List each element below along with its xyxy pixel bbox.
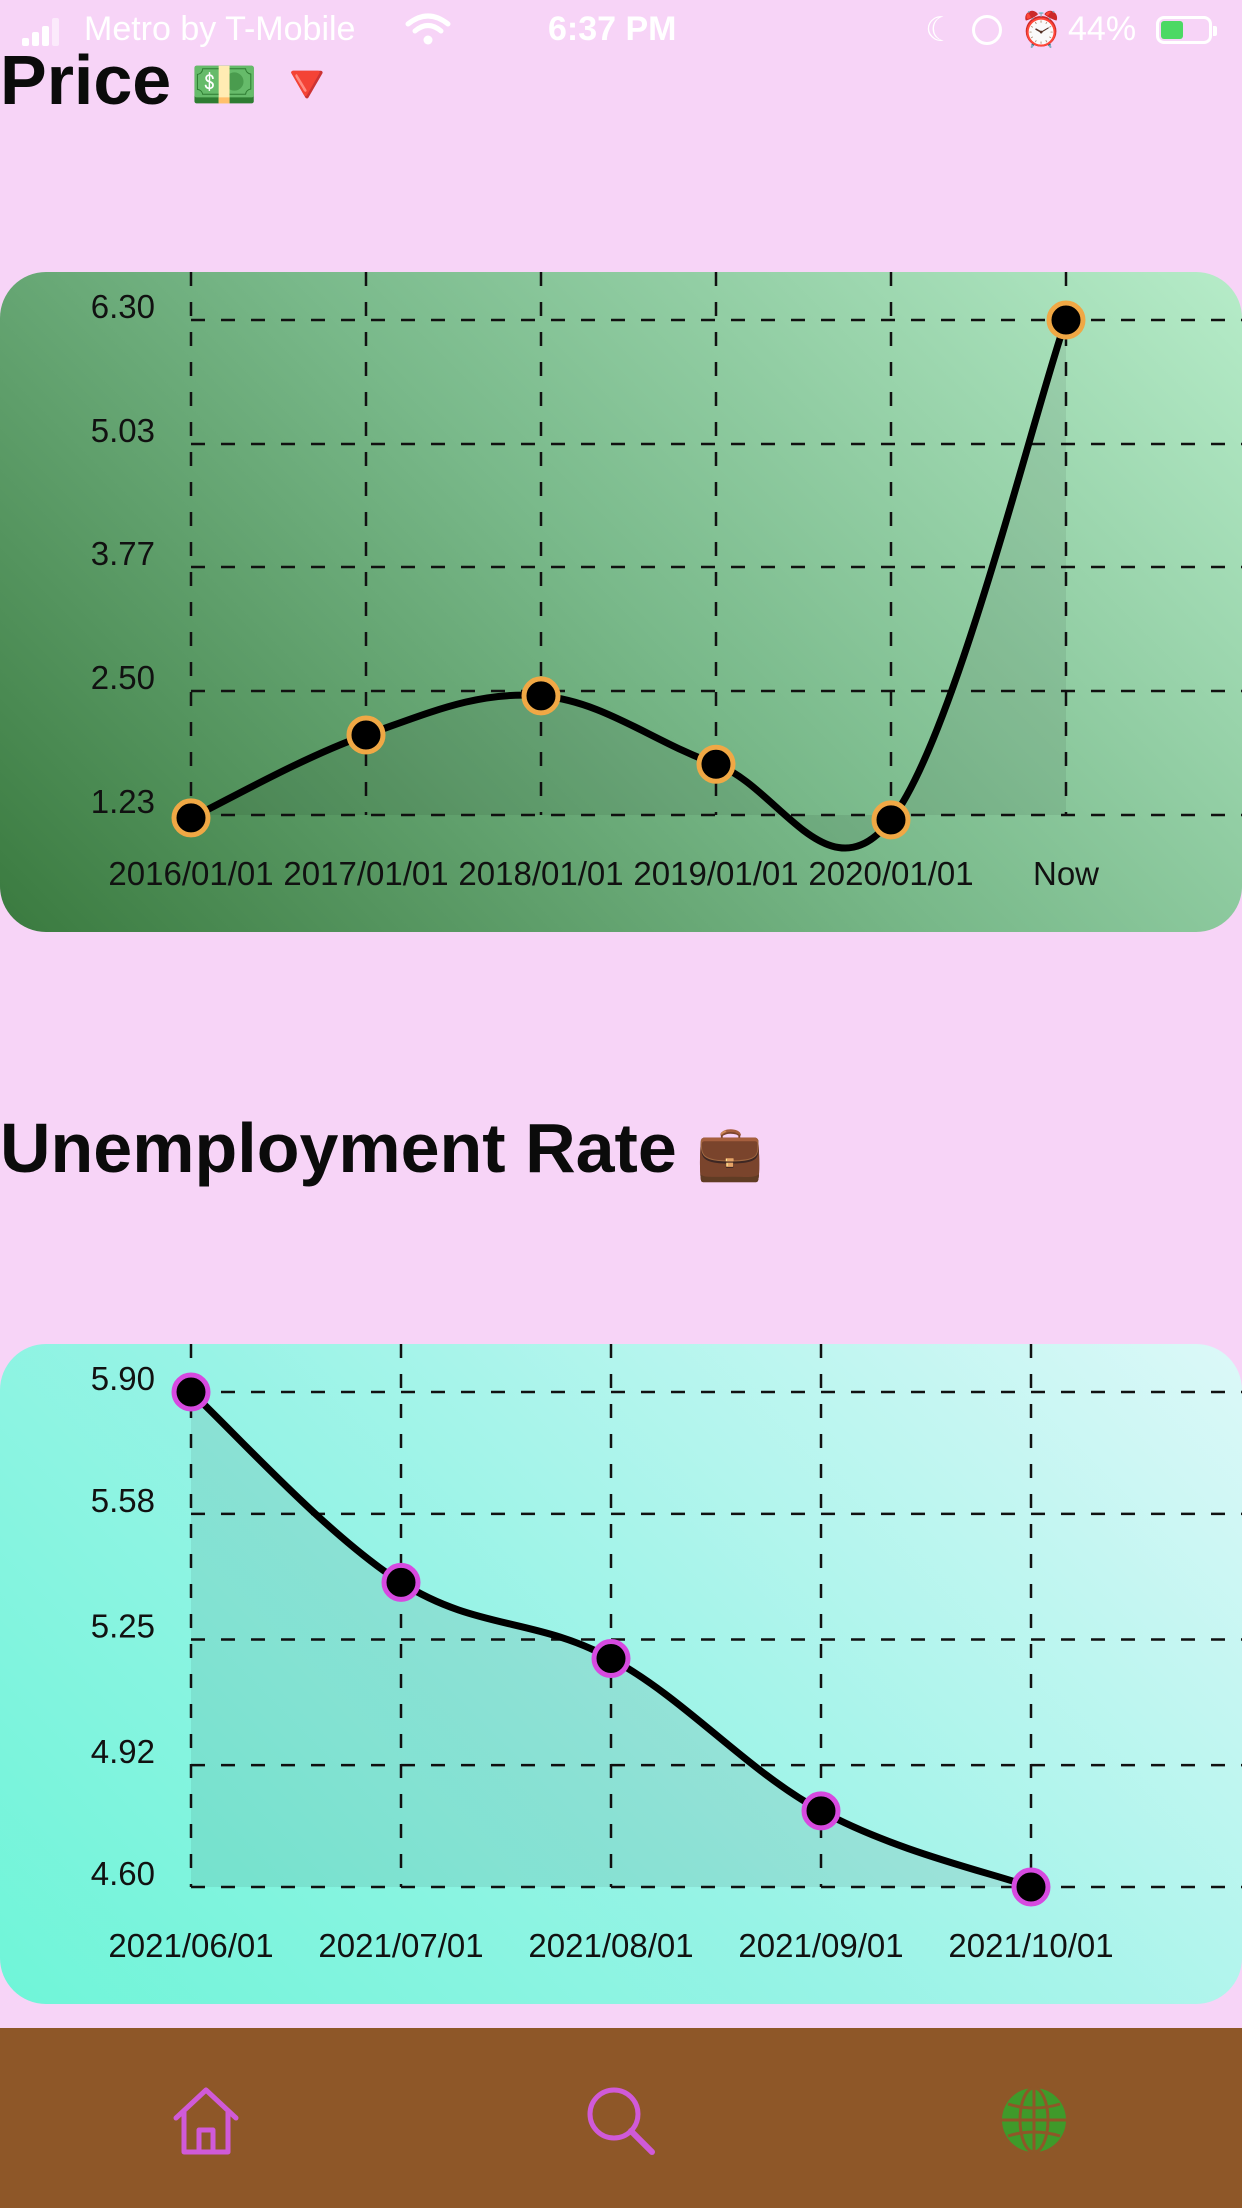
data-point bbox=[171, 1372, 211, 1412]
data-point bbox=[1011, 1867, 1051, 1907]
status-time: 6:37 PM bbox=[548, 10, 677, 48]
search-icon bbox=[587, 2087, 655, 2155]
alarm-icon: ⏰ bbox=[1020, 11, 1063, 49]
x-tick-label: 2021/09/01 bbox=[738, 1927, 903, 1964]
moon-icon: ☾ bbox=[925, 11, 956, 49]
wifi-icon bbox=[405, 13, 451, 45]
x-tick-label: 2018/01/01 bbox=[458, 855, 623, 892]
orientation-lock-icon bbox=[972, 15, 1002, 45]
unemployment-heading: Unemployment Rate 💼 bbox=[0, 1108, 764, 1188]
x-tick-label: 2016/01/01 bbox=[108, 855, 273, 892]
x-tick-label: 2021/06/01 bbox=[108, 1927, 273, 1964]
battery-icon bbox=[1156, 16, 1217, 44]
status-bar: Metro by T-Mobile 6:37 PM ☾ ⏰ 44% bbox=[0, 0, 1242, 62]
y-tick-label: 5.25 bbox=[91, 1608, 155, 1645]
price-chart-card: 1.23 2.50 3.77 5.03 6.30 2016/01/01 2017/01/01… bbox=[0, 272, 1242, 932]
x-tick-label: 2019/01/01 bbox=[633, 855, 798, 892]
home-icon bbox=[173, 2087, 239, 2155]
price-emojis: 💵 🔻 bbox=[190, 55, 341, 116]
data-point bbox=[521, 676, 561, 716]
carrier-name: Metro by T-Mobile bbox=[84, 10, 356, 48]
price-title: Price bbox=[0, 41, 172, 119]
y-tick-label: 6.30 bbox=[91, 288, 155, 325]
y-tick-label: 5.58 bbox=[91, 1482, 155, 1519]
y-tick-label: 4.92 bbox=[91, 1733, 155, 1770]
globe-icon bbox=[1002, 2086, 1066, 2154]
unemployment-chart-card: 4.60 4.92 5.25 5.58 5.90 2021/06/01 2021/07/01… bbox=[0, 1344, 1242, 2004]
signal-icon bbox=[22, 16, 62, 46]
tab-search[interactable] bbox=[580, 2080, 660, 2160]
data-point bbox=[801, 1791, 841, 1831]
y-tick-label: 1.23 bbox=[91, 783, 155, 820]
area-fill bbox=[191, 320, 1066, 849]
tab-home[interactable] bbox=[166, 2080, 246, 2160]
briefcase-emoji: 💼 bbox=[696, 1123, 764, 1184]
data-point bbox=[171, 798, 211, 838]
x-tick-label: 2021/10/01 bbox=[948, 1927, 1113, 1964]
x-tick-label: 2017/01/01 bbox=[283, 855, 448, 892]
x-tick-label: 2021/07/01 bbox=[318, 1927, 483, 1964]
tab-globe[interactable] bbox=[994, 2080, 1074, 2160]
data-point bbox=[696, 744, 736, 784]
data-point bbox=[381, 1562, 421, 1602]
y-tick-label: 5.03 bbox=[91, 412, 155, 449]
data-point bbox=[591, 1639, 631, 1679]
x-tick-label: 2021/08/01 bbox=[528, 1927, 693, 1964]
tab-bar bbox=[0, 2028, 1242, 2208]
unemployment-chart: 4.60 4.92 5.25 5.58 5.90 2021/06/01 2021/07/01… bbox=[91, 1344, 1242, 1964]
price-chart: 1.23 2.50 3.77 5.03 6.30 2016/01/01 2017/01/01… bbox=[91, 272, 1242, 892]
y-tick-label: 2.50 bbox=[91, 659, 155, 696]
price-heading: Price 💵 🔻 bbox=[0, 40, 340, 120]
area-fill bbox=[191, 1392, 1031, 1887]
data-point bbox=[1046, 300, 1086, 340]
data-point bbox=[871, 800, 911, 840]
y-tick-label: 5.90 bbox=[91, 1360, 155, 1397]
unemployment-title: Unemployment Rate bbox=[0, 1109, 677, 1187]
y-tick-label: 4.60 bbox=[91, 1855, 155, 1892]
x-tick-label: Now bbox=[1033, 855, 1099, 892]
data-point bbox=[346, 715, 386, 755]
y-tick-label: 3.77 bbox=[91, 535, 155, 572]
battery-percentage: 44% bbox=[1068, 10, 1137, 48]
x-tick-label: 2020/01/01 bbox=[808, 855, 973, 892]
